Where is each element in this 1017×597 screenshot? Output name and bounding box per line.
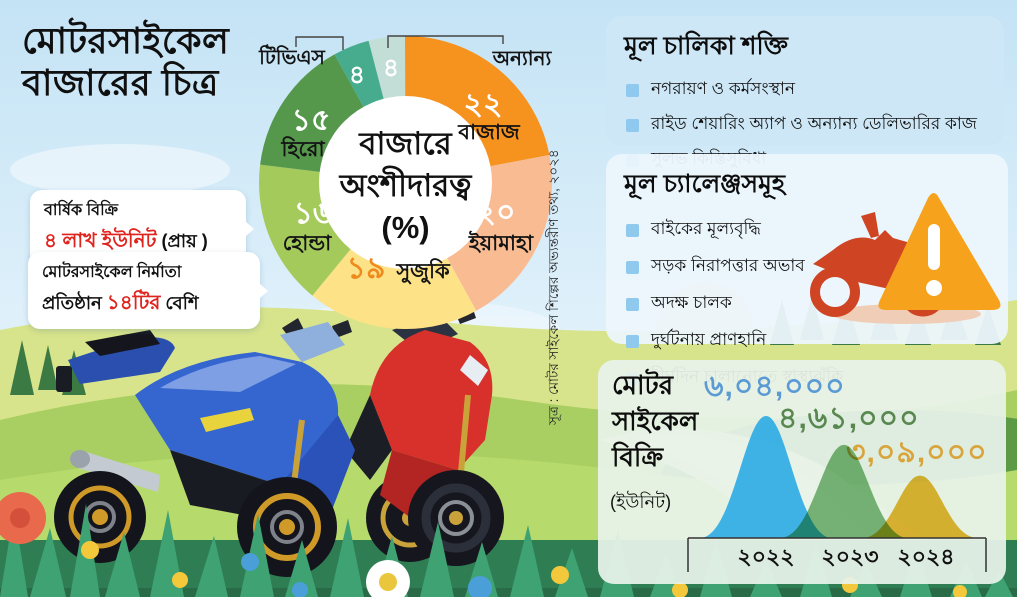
page-title: মোটরসাইকেল বাজারের চিত্র [22,20,229,105]
annual-sales-value: ৪ লাখ ইউনিট [44,230,157,252]
challenge-item-label: বাইকের মূল্যবৃদ্ধি [651,219,761,238]
tvs-connector-line [295,36,344,50]
manufacturers-callout: মোটরসাইকেল নির্মাতা প্রতিষ্ঠান ১৪টির বেশ… [28,252,268,329]
challenge-item: সড়ক নিরাপত্তার অভাব [626,253,1008,281]
tvs-label: টিভিএস [258,44,325,69]
bajaj-value: ২২ [463,88,502,121]
sales-peak-2022 [700,416,832,538]
bullet-square-icon [626,297,639,311]
source-note: সূত্র : মোটর সাইকেল শিল্পের অভ্যন্তরীণ ত… [546,149,561,425]
sales-unit-label: (ইউনিট) [610,492,672,512]
warning-triangle-icon [878,193,1001,310]
donut-center-line3: (%) [381,210,429,245]
year-tick-2022: ২০২২ [737,544,794,569]
x-axis [687,537,987,572]
sales-panel-title: মোটর সাইকেল বিক্রি [612,368,698,476]
honda-value: ১৬ [294,197,333,230]
sales-peak-2023 [780,444,908,538]
sales-peak-2024 [862,475,978,538]
challenge-item: অদক্ষ চালক [626,290,1008,318]
challenge-item: দুর্ঘটনায় প্রাণহানি [626,327,1008,355]
yamaha-label: ইয়ামাহা [468,230,534,255]
motorcycle-hazard-icon [810,193,1001,324]
sales-title-line1: মোটর [612,370,673,400]
bullet-square-icon [626,223,639,237]
donut-center-line1: বাজারে [358,126,452,161]
manufacturers-value: ১৪টির [106,292,161,314]
driver-item-label: রাইড শেয়ারিং অ্যাপ ও অন্যান্য ডেলিভারির… [651,114,977,133]
sales-title-line2: সাইকেল [612,405,699,436]
annual-sales-label: বার্ষিক বিক্রি [44,202,119,219]
drivers-panel-title: মূল চালিকা শক্তি [624,32,788,60]
orange-flower-center [10,508,30,528]
page-title-line1: মোটরসাইকেল [22,20,230,61]
others-connector-line [387,35,504,48]
honda-label: হোন্ডা [283,232,332,255]
others-label: অন্যান্য [492,48,553,70]
manufacturers-value-line: প্রতিষ্ঠান ১৪টির বেশি [42,288,246,321]
driver-item-label: নগরায়ণ ও কর্মসংস্থান [651,79,796,98]
driver-item: রাইড শেয়ারিং অ্যাপ ও অন্যান্য ডেলিভারির… [626,111,1004,139]
daisy-flower [366,560,410,597]
sales-title-line3: বিক্রি [612,441,664,472]
bullet-square-icon [626,118,639,132]
sales-value-2023: ৪,৬১,০০০ [778,402,920,435]
sales-peaks-chart: ২০২২ ২০২৩ ২০২৪ [687,416,987,572]
sales-value-2022: ৬,০৪,০০০ [704,370,846,403]
sales-value-2024: ৩,০৯,০০০ [846,436,988,469]
annual-sales-suffix: (প্রায় ) [156,231,208,251]
bullet-square-icon [626,83,639,97]
donut-segments [259,36,552,329]
challenges-panel: মূল চ্যালেঞ্জসমূহ বাইকের মূল্যবৃদ্ধি সড়… [606,154,1008,386]
page-title-line2: বাজারের চিত্র [22,62,219,104]
donut-center-line2: অংশীদারত্ব [339,165,473,203]
grass-edge [0,588,1017,597]
drivers-panel: মূল চালিকা শক্তি নগরায়ণ ও কর্মসংস্থান র… [606,16,1004,168]
challenge-item-label: সড়ক নিরাপত্তার অভাব [651,256,805,275]
suzuki-label: সুজুকি [395,258,451,285]
sales-panel: মোটর সাইকেল বিক্রি (ইউনিট) ৬,০৪,০০০ ৪,৬১… [598,360,1006,584]
donut-center [319,96,492,269]
bajaj-label: বাজাজ [457,121,521,144]
driver-item: নগরায়ণ ও কর্মসংস্থান [626,76,1004,104]
manufacturers-label: মোটরসাইকেল নির্মাতা [42,264,182,281]
challenge-item-label: অদক্ষ চালক [651,293,732,312]
manufacturers-prefix: প্রতিষ্ঠান [42,293,107,313]
challenge-item-label: দুর্ঘটনায় প্রাণহানি [651,330,767,349]
yamaha-value: ২০ [476,196,515,229]
bullet-square-icon [626,260,639,274]
suzuki-value: ১৯ [347,252,386,285]
challenges-panel-title: মূল চ্যালেঞ্জসমূহ [624,170,786,198]
hero-value: ১৫ [292,104,331,137]
manufacturers-suffix: বেশি [160,293,199,313]
tvs-value: ৪ [349,61,365,89]
others-value: ৪ [383,54,399,82]
market-share-donut-chart: বাজারে অংশীদারত্ব (%) ২২ বাজাজ ২০ ইয়ামা… [258,35,553,329]
year-tick-2024: ২০২৪ [897,544,954,569]
year-tick-2023: ২০২৩ [821,544,878,569]
hero-label: হিরো [280,136,325,161]
cloud [10,144,230,196]
blue-flowers [241,553,492,597]
bullet-square-icon [626,334,639,348]
challenge-item: বাইকের মূল্যবৃদ্ধি [626,216,1008,244]
annual-sales-value-line: ৪ লাখ ইউনিট (প্রায় ) [44,226,232,259]
